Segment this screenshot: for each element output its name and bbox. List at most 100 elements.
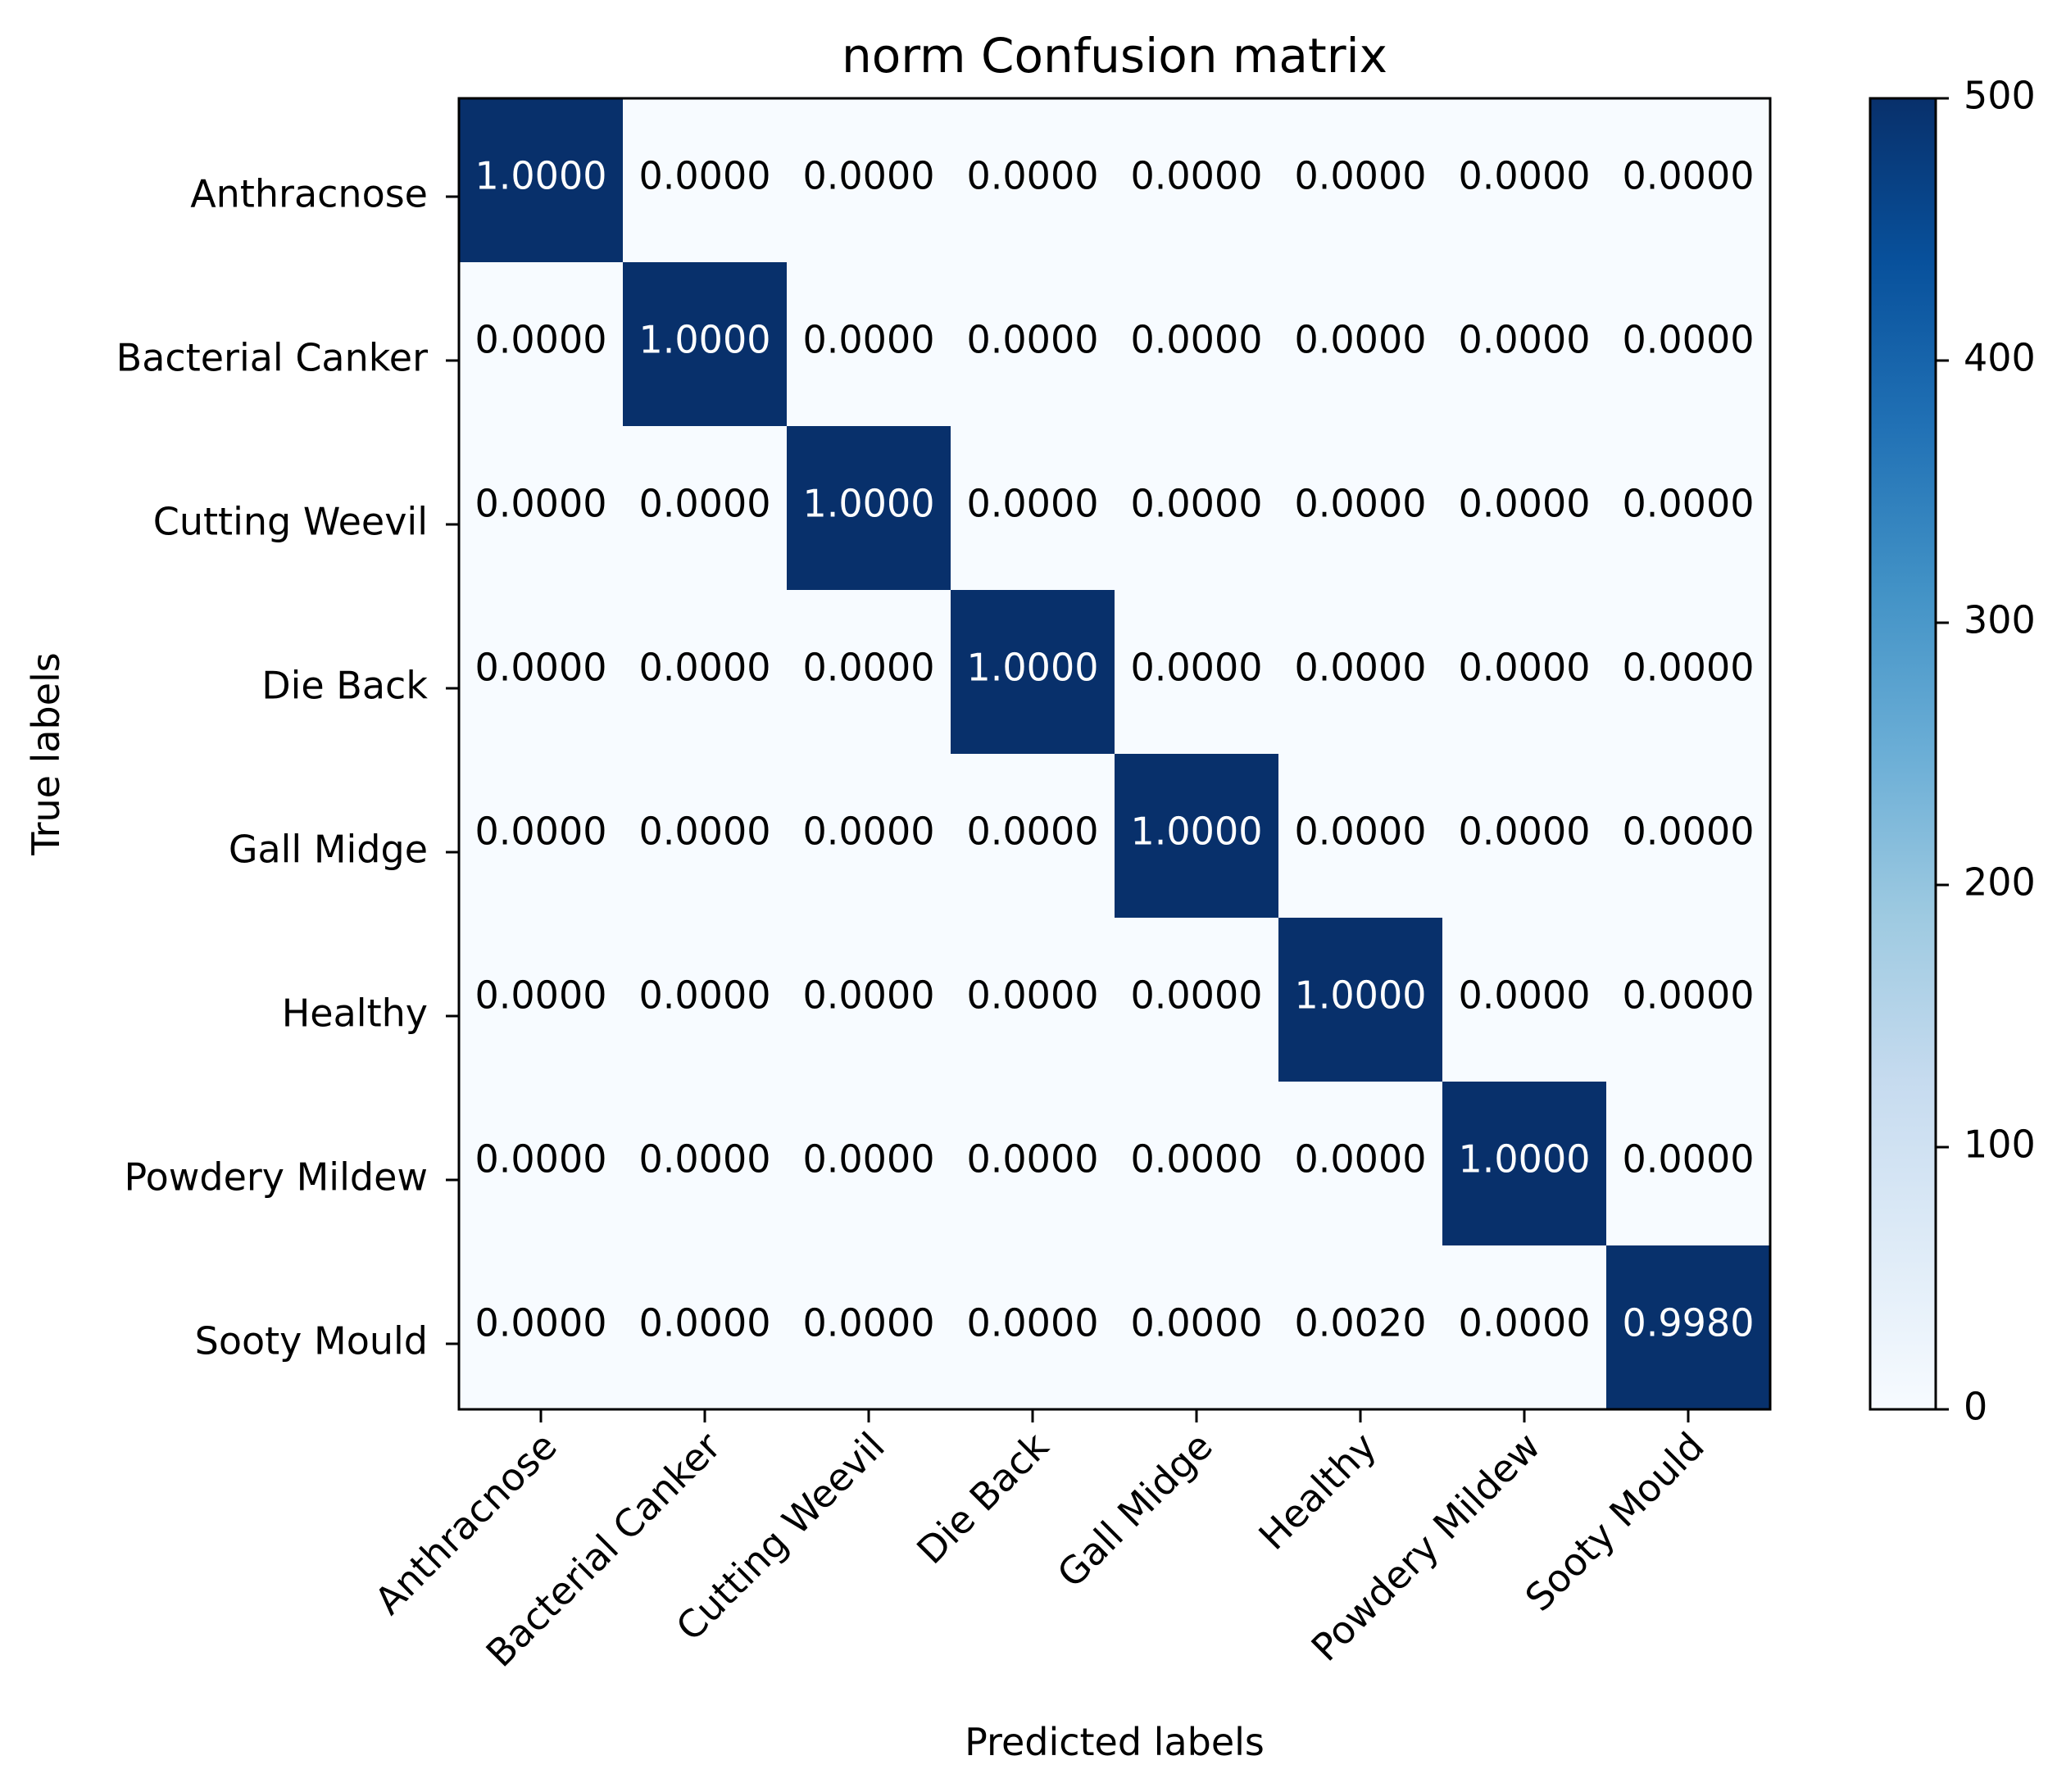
colorbar-tick-label: 100: [1964, 1123, 2036, 1167]
heatmap-cell: [459, 1082, 623, 1245]
heatmap-cell: [1442, 98, 1606, 262]
cell-value-label: 0.0000: [639, 154, 771, 198]
heatmap-cell: [623, 1082, 787, 1245]
cell-value-label: 0.0000: [639, 1301, 771, 1345]
heatmap-cell: [787, 1082, 951, 1245]
cell-value-label: 0.0000: [967, 973, 1099, 1018]
cell-value-label: 0.0000: [1131, 1301, 1263, 1345]
heatmap-cell: [951, 98, 1115, 262]
plot-frame: [457, 97, 1772, 1411]
cell-value-label: 0.0000: [1623, 1137, 1755, 1182]
cell-value-label: 0.0000: [1459, 318, 1591, 362]
cell-value-label: 0.0000: [967, 154, 1099, 198]
colorbar-tick-label: 500: [1964, 74, 2036, 118]
heatmap-cell: [951, 426, 1115, 590]
heatmap-cell: [1606, 918, 1770, 1082]
colorbar-ticks: 0 100 200 300 400 500: [1936, 74, 2036, 1429]
heatmap-cell: [1278, 754, 1442, 918]
cell-value-label: 0.0000: [1131, 973, 1263, 1018]
cell-value-label: 0.0000: [1459, 1301, 1591, 1345]
cell-value-label: 0.0000: [475, 646, 607, 690]
cell-value-label: 0.0000: [967, 1301, 1099, 1345]
y-tick-label: Anthracnose: [190, 172, 428, 216]
heatmap-cell: [1278, 590, 1442, 754]
heatmap-cell: [1606, 98, 1770, 262]
cell-value-label: 0.0000: [1623, 646, 1755, 690]
heatmap-cell: [1442, 918, 1606, 1082]
heatmap-cell: [1278, 98, 1442, 262]
cell-value-label: 0.0000: [1131, 482, 1263, 526]
cell-value-label: 1.0000: [1295, 973, 1427, 1018]
heatmap-cell: [951, 262, 1115, 426]
cell-value-label: 0.0000: [1459, 973, 1591, 1018]
y-tick-label: Powdery Mildew: [125, 1155, 429, 1200]
cell-value-label: 0.0000: [475, 482, 607, 526]
heatmap-cell: [1115, 426, 1278, 590]
heatmap-cell: [623, 590, 787, 754]
cell-value-label: 0.0000: [1131, 154, 1263, 198]
heatmap-cell: [623, 98, 787, 262]
cell-value-label: 0.0000: [803, 154, 935, 198]
heatmap-cell: [459, 1245, 623, 1409]
cell-value-label: 0.0000: [803, 646, 935, 690]
cell-value-label: 0.0000: [639, 810, 771, 854]
cell-value-label: 0.0000: [803, 1137, 935, 1182]
heatmap-cell: [1115, 918, 1278, 1082]
cell-value-label: 0.0000: [1295, 154, 1427, 198]
cell-value-label: 1.0000: [1131, 810, 1263, 854]
heatmap-cell: [1278, 262, 1442, 426]
cell-value-label: 0.0000: [1623, 482, 1755, 526]
cell-value-label: 1.0000: [475, 154, 607, 198]
chart-title: norm Confusion matrix: [842, 28, 1387, 84]
cell-value-label: 0.0000: [475, 810, 607, 854]
cell-value-label: 0.0000: [1131, 318, 1263, 362]
y-tick-label: Cutting Weevil: [153, 500, 428, 544]
y-tick-label: Gall Midge: [229, 828, 428, 872]
heatmap-cell: [1115, 754, 1278, 918]
cell-value-label: 0.0000: [639, 646, 771, 690]
heatmap-cell: [1115, 1245, 1278, 1409]
heatmap-cell: [459, 590, 623, 754]
cell-value-label: 0.0000: [639, 973, 771, 1018]
heatmap-cell: [951, 918, 1115, 1082]
cell-value-label: 1.0000: [967, 646, 1099, 690]
cell-value-label: 0.0000: [1131, 1137, 1263, 1182]
heatmap-cell: [623, 1245, 787, 1409]
heatmap-cell: [459, 426, 623, 590]
x-axis-label: Predicted labels: [965, 1720, 1265, 1764]
heatmap-cell: [1606, 590, 1770, 754]
heatmap-cell: [1606, 262, 1770, 426]
heatmap-cell: [459, 262, 623, 426]
heatmap-cell: [459, 754, 623, 918]
heatmap-cell: [787, 918, 951, 1082]
cell-value-label: 0.0000: [475, 1137, 607, 1182]
heatmap-cell: [1278, 1245, 1442, 1409]
heatmap-cell: [623, 754, 787, 918]
colorbar-tick-label: 0: [1964, 1385, 1987, 1429]
colorbar-tick-label: 400: [1964, 336, 2036, 380]
cell-value-label: 1.0000: [803, 482, 935, 526]
y-tick-label: Die Back: [261, 664, 428, 708]
cell-value-label: 0.0000: [803, 810, 935, 854]
cell-value-label: 0.0000: [1459, 154, 1591, 198]
heatmap-cell: [1606, 1245, 1770, 1409]
cell-value-labels: 1.0000 0.0000 0.0000 0.0000 0.0000 0.0000 0.00…: [475, 154, 1755, 1345]
heatmap-cell: [1278, 1082, 1442, 1245]
heatmap-cell: [787, 262, 951, 426]
cell-value-label: 0.0000: [475, 1301, 607, 1345]
cell-value-label: 1.0000: [639, 318, 771, 362]
heatmap-cell: [1115, 262, 1278, 426]
cell-value-label: 0.0000: [967, 810, 1099, 854]
cell-value-label: 0.0000: [1459, 482, 1591, 526]
heatmap-cell: [1442, 1082, 1606, 1245]
x-tick-label: Die Back: [908, 1423, 1057, 1572]
heatmap-cell: [951, 1082, 1115, 1245]
cell-value-label: 0.0000: [967, 482, 1099, 526]
cell-value-label: 0.0000: [1295, 1137, 1427, 1182]
cell-value-label: 0.0000: [1459, 646, 1591, 690]
cell-value-label: 0.0000: [1623, 973, 1755, 1018]
cell-value-label: 1.0000: [1459, 1137, 1591, 1182]
cell-value-label: 0.0000: [1295, 810, 1427, 854]
